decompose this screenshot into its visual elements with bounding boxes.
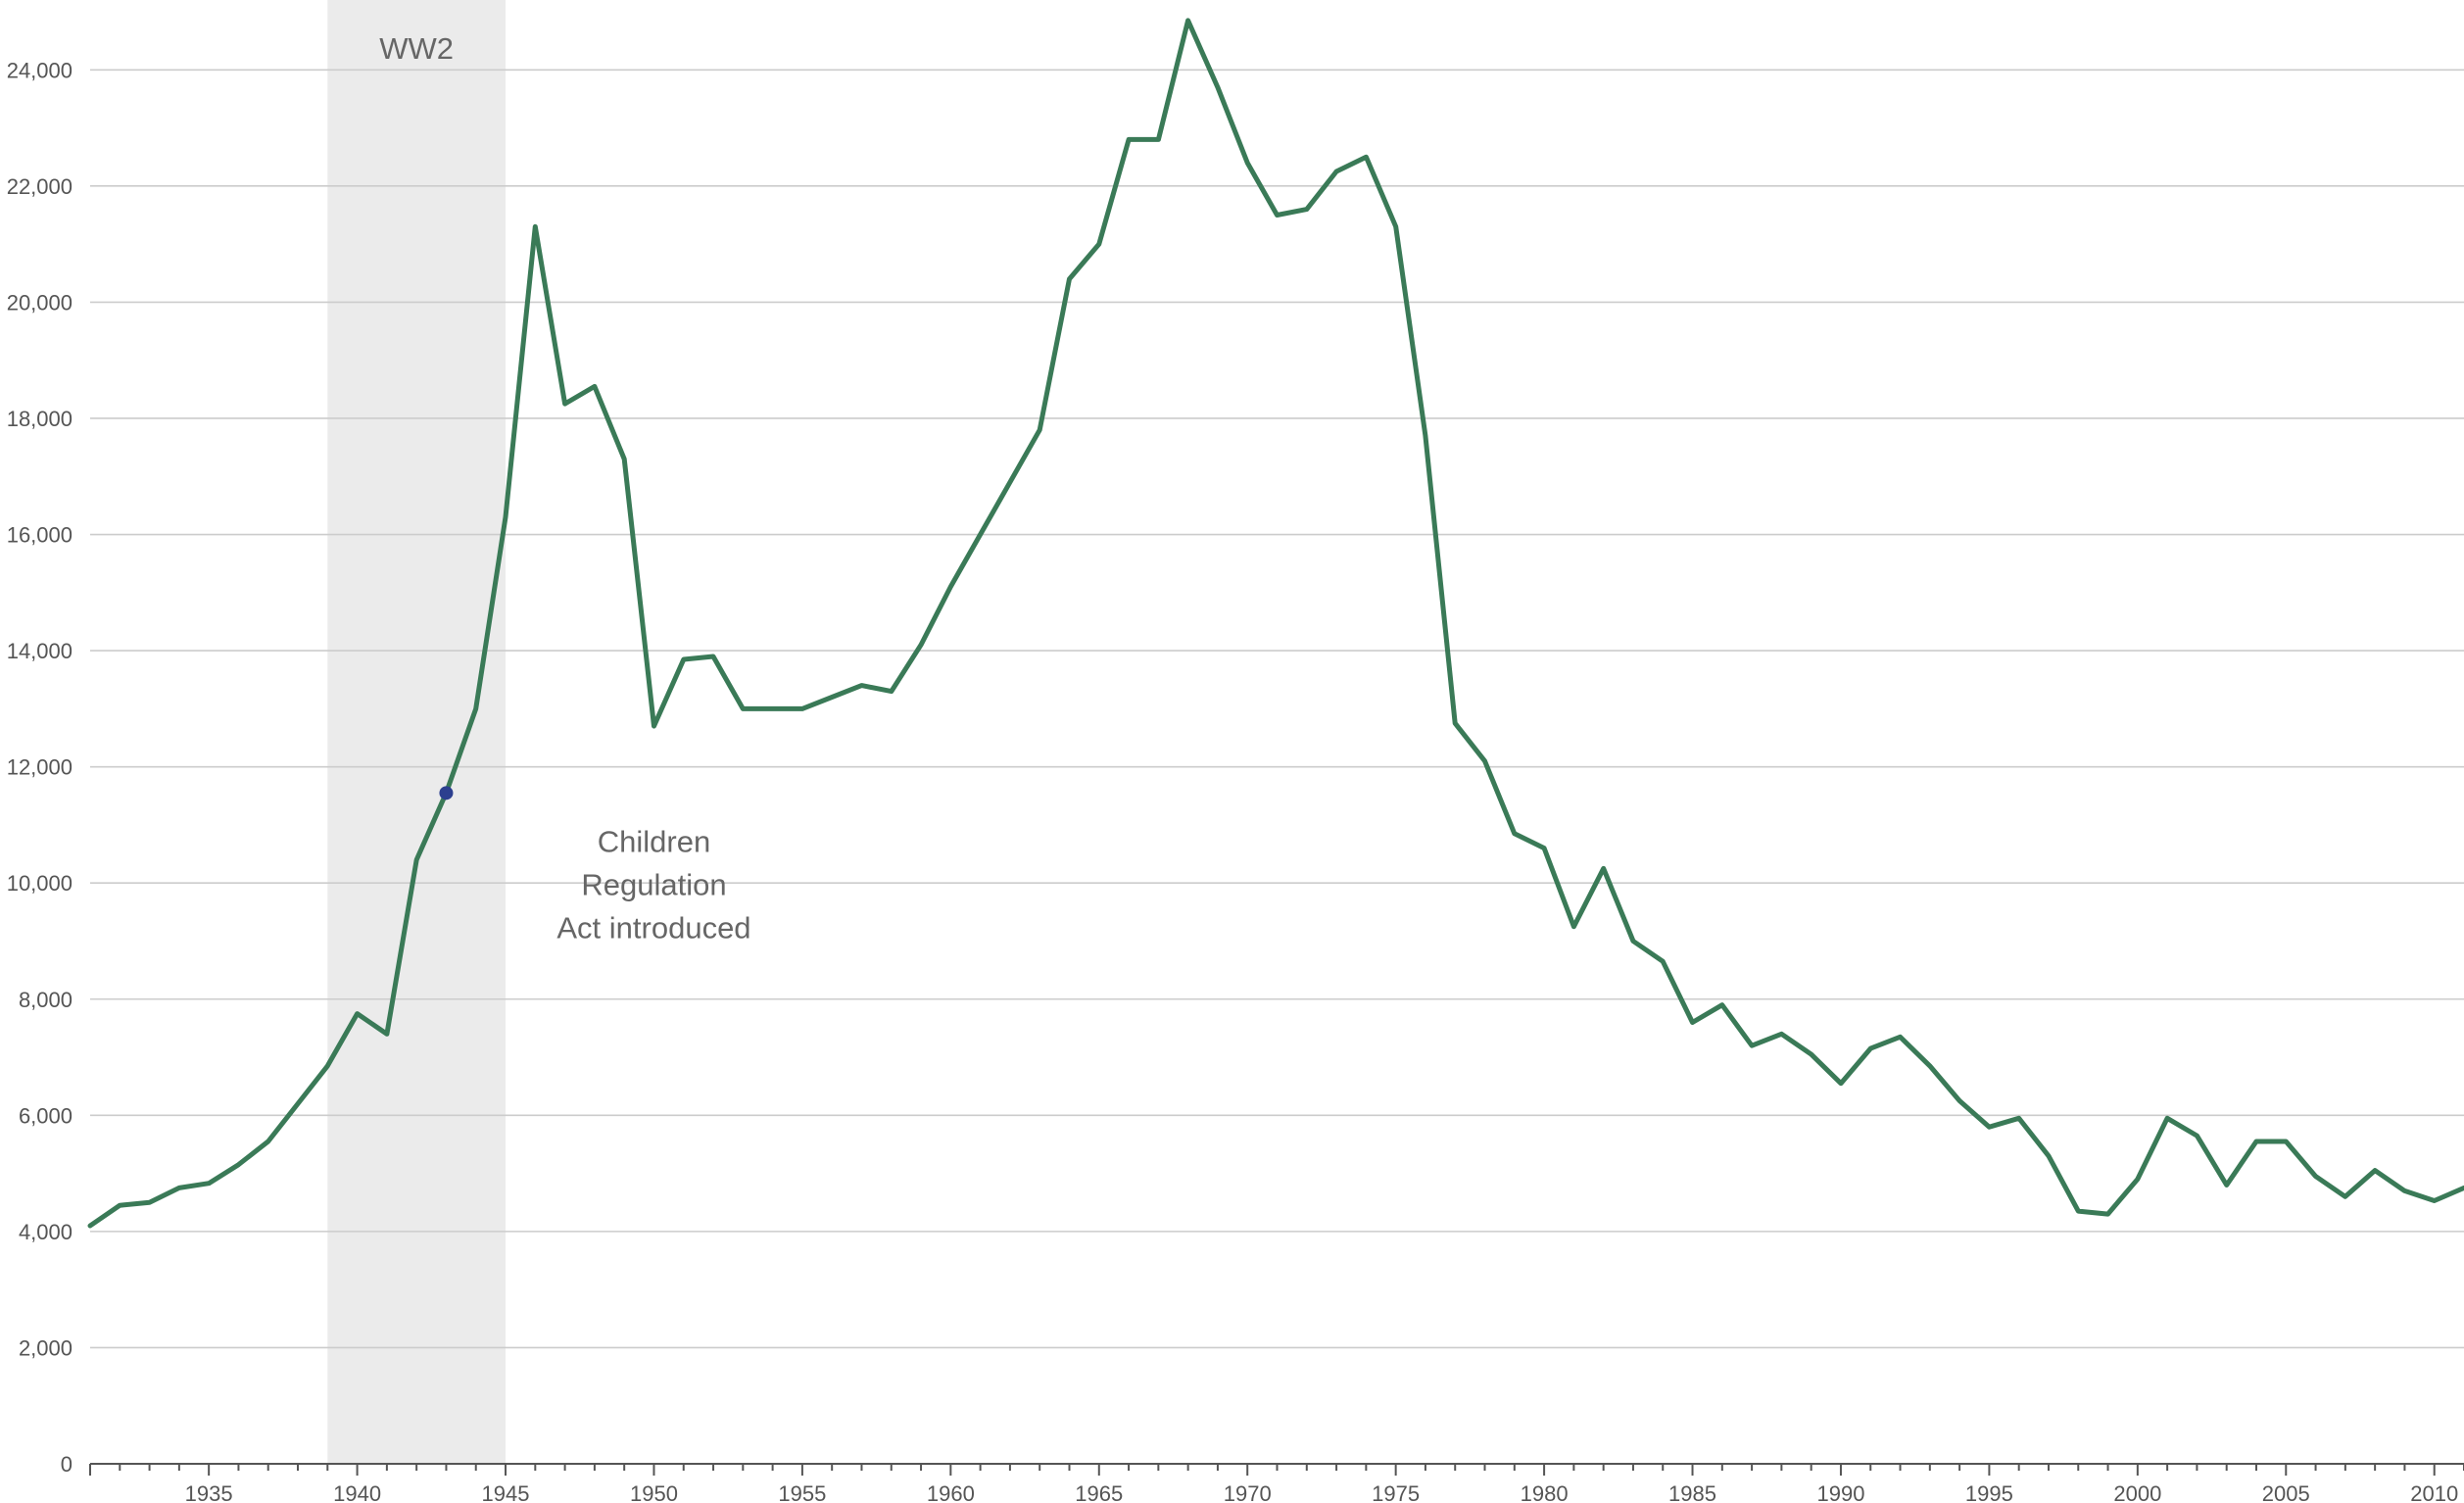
y-axis-ticks: 0 2,000 4,000 6,000 8,000 10,000 12,000 14,000 1… bbox=[7, 58, 72, 1477]
ww2-shade-band bbox=[327, 0, 507, 1464]
x-tick-label: 1970 bbox=[1224, 1481, 1272, 1503]
y-tick-label: 22,000 bbox=[7, 174, 72, 199]
x-tick-label: 2000 bbox=[2113, 1481, 2161, 1503]
y-tick-label: 20,000 bbox=[7, 290, 72, 315]
ww2-label: WW2 bbox=[379, 31, 454, 66]
x-tick-label: 1975 bbox=[1372, 1481, 1420, 1503]
x-tick-label: 1995 bbox=[1965, 1481, 2013, 1503]
y-tick-label: 14,000 bbox=[7, 639, 72, 663]
x-tick-label: 2010 bbox=[2410, 1481, 2458, 1503]
x-tick-label: 1945 bbox=[482, 1481, 530, 1503]
x-tick-label: 1985 bbox=[1668, 1481, 1716, 1503]
y-tick-label: 12,000 bbox=[7, 755, 72, 780]
x-tick-label: 2005 bbox=[2262, 1481, 2310, 1503]
highlight-point bbox=[439, 786, 454, 800]
annotation-line: Children bbox=[598, 824, 710, 858]
y-tick-label: 24,000 bbox=[7, 58, 72, 82]
x-tick-label: 1940 bbox=[333, 1481, 381, 1503]
y-tick-label: 2,000 bbox=[19, 1335, 72, 1360]
y-tick-label: 16,000 bbox=[7, 523, 72, 548]
y-tick-label: 4,000 bbox=[19, 1220, 72, 1244]
y-tick-label: 10,000 bbox=[7, 871, 72, 896]
x-tick-label: 1935 bbox=[185, 1481, 233, 1503]
y-tick-label: 6,000 bbox=[19, 1103, 72, 1128]
y-tick-label: 18,000 bbox=[7, 407, 72, 431]
x-tick-label: 1950 bbox=[630, 1481, 678, 1503]
x-tick-label: 1980 bbox=[1521, 1481, 1569, 1503]
x-tick-label: 1955 bbox=[778, 1481, 826, 1503]
annotations: Children Regulation Act introduced bbox=[556, 824, 750, 945]
y-gridlines bbox=[90, 69, 2464, 1349]
y-tick-label: 0 bbox=[61, 1452, 72, 1477]
y-tick-label: 8,000 bbox=[19, 988, 72, 1012]
series-line bbox=[87, 18, 2464, 1229]
series-layer bbox=[87, 18, 2464, 1229]
x-tick-label: 1965 bbox=[1075, 1481, 1123, 1503]
x-tick-label: 1990 bbox=[1816, 1481, 1864, 1503]
ww2-shaded-region: WW2 bbox=[327, 0, 507, 1464]
x-axis: 1935 1940 1945 1950 1955 1960 1965 1970 1975 1980… bbox=[89, 1463, 2464, 1503]
annotation-line: Act introduced bbox=[556, 910, 750, 945]
x-tick-label: 1960 bbox=[927, 1481, 975, 1503]
annotation-line: Regulation bbox=[581, 867, 726, 901]
